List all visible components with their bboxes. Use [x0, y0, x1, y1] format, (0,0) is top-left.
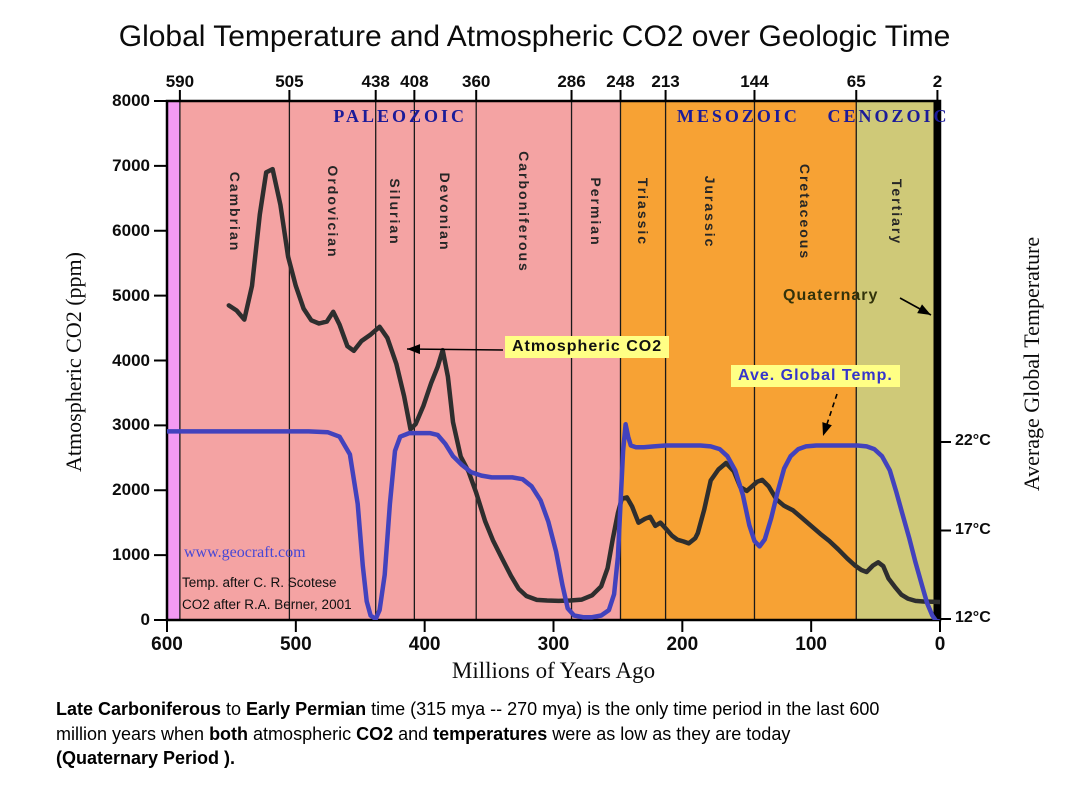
caption-line: Late Carboniferous to Early Permian time… [56, 699, 880, 719]
top-axis-tick-label: 408 [400, 72, 429, 91]
x-axis-tick-label: 0 [934, 634, 946, 655]
period-label-permian: Permian [588, 177, 604, 247]
x-axis-tick-label: 100 [795, 634, 827, 655]
bottom-axis-label: Millions of Years Ago [451, 658, 656, 683]
period-label-triassic: Triassic [635, 177, 652, 247]
period-label-jurassic: Jurassic [702, 175, 719, 249]
top-axis-tick-label: 360 [462, 72, 491, 91]
top-axis-tick-label: 213 [651, 72, 680, 91]
co2-axis-tick-label: 3000 [112, 415, 150, 435]
band-cambrian [179, 101, 290, 620]
temperature-axis-tick-label: 17°C [955, 520, 991, 538]
top-axis-tick-label: 505 [275, 72, 304, 91]
co2-axis-tick-label: 1000 [112, 545, 150, 565]
top-axis-tick-label: 248 [606, 72, 635, 91]
watermark: www.geocraft.com [184, 544, 306, 561]
x-axis-tick-label: 400 [408, 634, 441, 655]
period-label-tertiary: Tertiary [888, 178, 905, 246]
caption: Late Carboniferous to Early Permian time… [56, 697, 1061, 771]
caption-line: (Quaternary Period ). [56, 748, 236, 768]
temperature-axis-tick-label: 12°C [955, 609, 991, 626]
co2-axis-tick-label: 7000 [112, 155, 150, 175]
band-triassic [620, 101, 666, 620]
band-strip [167, 101, 180, 620]
top-axis-tick-label: 2 [932, 72, 943, 91]
period-label-cretaceous: Cretaceous [797, 163, 814, 261]
co2-axis-tick-label: 6000 [112, 220, 150, 240]
top-axis-tick-label: 144 [740, 72, 769, 91]
period-label-devonian: Devonian [437, 172, 454, 252]
era-label-paleozoic: PALEOZOIC [333, 106, 468, 126]
x-axis-tick-label: 200 [666, 634, 699, 655]
co2-axis-tick-label: 2000 [112, 480, 150, 500]
band-jurassic [665, 101, 755, 620]
band-tertiary [856, 101, 938, 620]
temperature-axis-tick-label: 22°C [955, 432, 991, 449]
co2-annotation-arrow [406, 348, 504, 351]
quaternary-label: Quaternary [783, 287, 879, 304]
top-axis-tick-label: 286 [557, 72, 586, 91]
x-axis-tick-label: 300 [537, 634, 570, 655]
era-label-cenozoic: CENOZOIC [827, 106, 950, 126]
period-label-ordovician: Ordovician [324, 165, 341, 259]
co2-axis-tick-label: 4000 [112, 350, 150, 370]
top-axis-tick-label: 438 [361, 72, 390, 91]
right-axis-label: Average Global Temperature [1019, 236, 1044, 492]
co2-axis-tick-label: 0 [140, 610, 150, 629]
co2-curve-annotation: Atmospheric CO2 [505, 336, 670, 358]
band-cretaceous [754, 101, 857, 620]
left-axis-label: Atmospheric CO2 (ppm) [61, 252, 86, 472]
temp-curve-annotation: Ave. Global Temp. [731, 365, 900, 387]
x-axis-tick-label: 600 [151, 634, 183, 655]
curve-temperature [167, 422, 940, 620]
period-label-silurian: Silurian [387, 178, 404, 246]
co2-axis-tick-label: 5000 [112, 285, 150, 305]
x-axis-tick-label: 500 [279, 634, 312, 655]
credit-co2-source: CO2 after R.A. Berner, 2001 [182, 597, 352, 612]
period-label-cambrian: Cambrian [226, 171, 243, 253]
chart-title: Global Temperature and Atmospheric CO2 o… [118, 20, 951, 53]
credit-temperature-source: Temp. after C. R. Scotese [182, 575, 337, 590]
caption-line: million years when both atmospheric CO2 … [56, 723, 791, 744]
period-label-carboniferous: Carboniferous [515, 151, 532, 273]
top-axis-tick-label: 65 [846, 72, 866, 91]
era-label-mesozoic: MESOZOIC [676, 106, 800, 126]
curve-co2 [226, 166, 940, 605]
top-axis-tick-label: 590 [165, 72, 195, 91]
co2-axis-tick-label: 8000 [112, 91, 150, 110]
